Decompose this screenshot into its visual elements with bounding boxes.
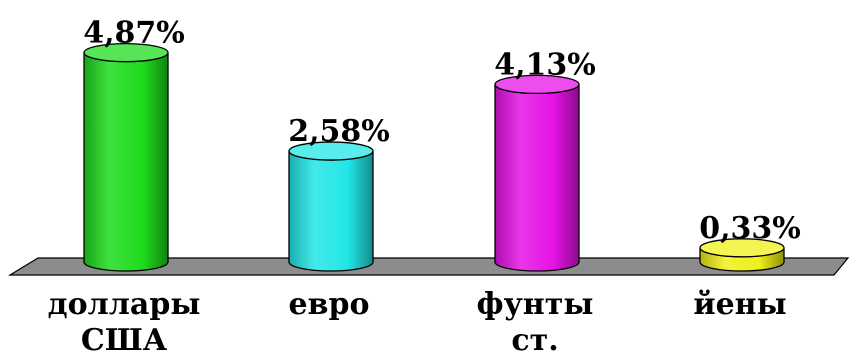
bar-top-1 [83,42,169,63]
category-label-4: йены [693,287,786,322]
category-labels: доллары США евро фунты ст. йены [48,287,787,352]
bar-4 [699,238,785,272]
bars [83,42,785,272]
data-label-4: 0,33% [699,211,801,246]
category-label-3: фунты ст. [477,287,594,352]
data-labels: 4,87% 2,58% 4,13% 0,33% [83,16,801,246]
bar-3 [494,74,580,272]
bar-2 [288,141,374,272]
bar-body-3 [494,84,580,272]
data-label-1: 4,87% [83,16,185,51]
bar-top-2 [288,141,374,161]
category-label-1: доллары США [48,287,201,352]
category-label-2: евро [289,287,370,322]
bar-body-2 [288,150,374,272]
bar-1 [83,42,169,272]
bar-top-4 [699,238,785,258]
bar-body-1 [83,52,169,272]
bar-top-3 [494,74,580,95]
data-label-3: 4,13% [494,47,596,82]
data-label-2: 2,58% [288,114,390,149]
